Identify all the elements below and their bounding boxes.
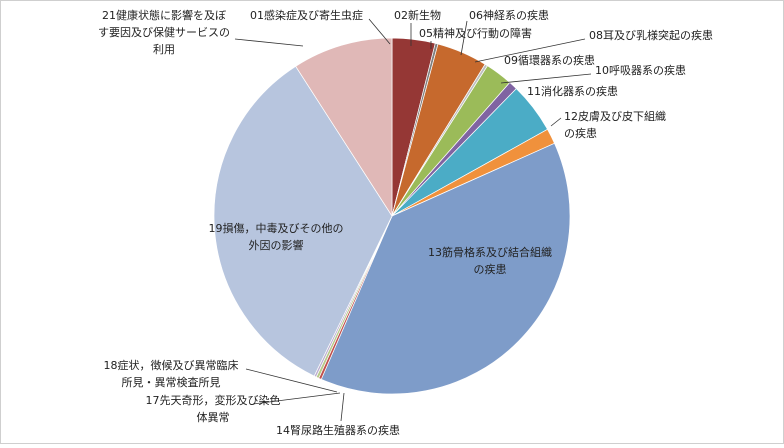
slice-label-line: す要因及び保健サービスの xyxy=(98,25,230,39)
slice-label-line: 外因の影響 xyxy=(249,238,304,252)
slice-label-line: 10呼吸器系の疾患 xyxy=(595,63,686,77)
slice-label-line: 所見・異常検査所見 xyxy=(122,375,221,389)
slice-label-line: 体異常 xyxy=(197,410,230,424)
slice-label-line: 19損傷，中毒及びその他の xyxy=(209,221,344,235)
slice-label-line: 02新生物 xyxy=(394,8,441,22)
slice-label-line: 08耳及び乳様突起の疾患 xyxy=(589,28,713,42)
slice-label-line: 21健康状態に影響を及ぼ xyxy=(102,8,226,22)
slice-label: 18症状，徴候及び異常臨床所見・異常検査所見 xyxy=(104,358,239,389)
slice-label: 14腎尿路生殖器系の疾患 xyxy=(276,423,400,437)
slice-label: 10呼吸器系の疾患 xyxy=(595,63,686,77)
slice-label-line: の疾患 xyxy=(474,262,507,276)
slice-label-line: 13筋骨格系及び結合組織 xyxy=(428,245,552,259)
slice-label: 08耳及び乳様突起の疾患 xyxy=(589,28,713,42)
slice-label-line: 12皮膚及び皮下組織 xyxy=(564,109,666,123)
slice-label-line: 14腎尿路生殖器系の疾患 xyxy=(276,423,400,437)
slice-label-line: 09循環器系の疾患 xyxy=(504,53,595,67)
slice-label: 09循環器系の疾患 xyxy=(504,53,595,67)
slice-label-line: 17先天奇形，変形及び染色 xyxy=(146,393,281,407)
slice-label: 12皮膚及び皮下組織の疾患 xyxy=(564,109,666,140)
slice-label: 17先天奇形，変形及び染色体異常 xyxy=(146,393,281,424)
leader-line xyxy=(501,74,591,83)
slice-label: 21健康状態に影響を及ぼす要因及び保健サービスの利用 xyxy=(98,8,230,56)
slice-label: 02新生物 xyxy=(394,8,441,22)
slice-label-line: 05精神及び行動の障害 xyxy=(419,26,532,40)
slice-label-line: 01感染症及び寄生虫症 xyxy=(250,8,363,22)
leader-line xyxy=(235,39,303,46)
slice-label: 01感染症及び寄生虫症 xyxy=(250,8,363,22)
pie-slices xyxy=(214,38,570,394)
slice-label: 05精神及び行動の障害 xyxy=(419,26,532,40)
slice-label-line: 11消化器系の疾患 xyxy=(527,84,618,98)
slice-label-line: 06神経系の疾患 xyxy=(469,8,549,22)
slice-label-line: の疾患 xyxy=(564,126,597,140)
slice-label-line: 利用 xyxy=(153,43,175,56)
slice-label: 06神経系の疾患 xyxy=(469,8,549,22)
slice-label: 11消化器系の疾患 xyxy=(527,84,618,98)
slice-label-line: 18症状，徴候及び異常臨床 xyxy=(104,358,239,372)
leader-line xyxy=(341,393,344,421)
leader-line xyxy=(551,118,561,126)
